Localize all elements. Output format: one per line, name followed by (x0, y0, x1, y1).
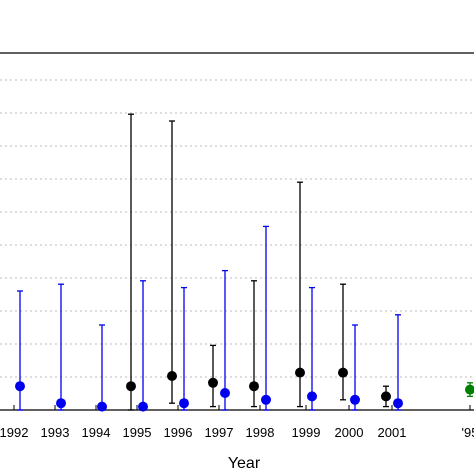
data-point (97, 401, 107, 412)
x-tick-label: 1994 (82, 425, 111, 440)
x-ticks (13, 405, 471, 410)
x-tick-label: 2000 (335, 425, 364, 440)
data-point (465, 384, 474, 395)
x-tick-label: 1999 (292, 425, 321, 440)
data-point (179, 398, 189, 409)
x-axis-title: Year (228, 455, 261, 472)
data-point (381, 391, 391, 402)
data-point (338, 367, 348, 378)
data-point (393, 398, 403, 409)
data-point (295, 367, 305, 378)
data-point (350, 394, 360, 405)
series-1 (126, 113, 391, 411)
x-tick-label: 2001 (378, 425, 407, 440)
x-tick-label: 1993 (41, 425, 70, 440)
series-3 (465, 382, 474, 398)
x-tick-label: 1997 (205, 425, 234, 440)
data-point (15, 381, 25, 392)
data-point (249, 381, 259, 392)
data-point (126, 381, 136, 392)
x-tick-label: 1998 (246, 425, 275, 440)
series-layer (15, 113, 474, 412)
data-point (167, 371, 177, 381)
data-point (261, 394, 271, 405)
x-tick-label: 1992 (0, 425, 28, 440)
data-point (138, 401, 148, 412)
grid (0, 79, 474, 378)
x-tick-label: 1995 (123, 425, 152, 440)
x-tick-label: 1996 (164, 425, 193, 440)
data-point (56, 398, 66, 409)
data-point (220, 388, 230, 398)
x-tick-labels: 1992 1993 1994 1995 1996 1997 1998 1999 2000 2001… (0, 425, 474, 440)
data-point (208, 377, 218, 388)
series-2 (15, 225, 403, 412)
x-tick-label: '95 (462, 425, 474, 440)
data-point (307, 391, 317, 402)
